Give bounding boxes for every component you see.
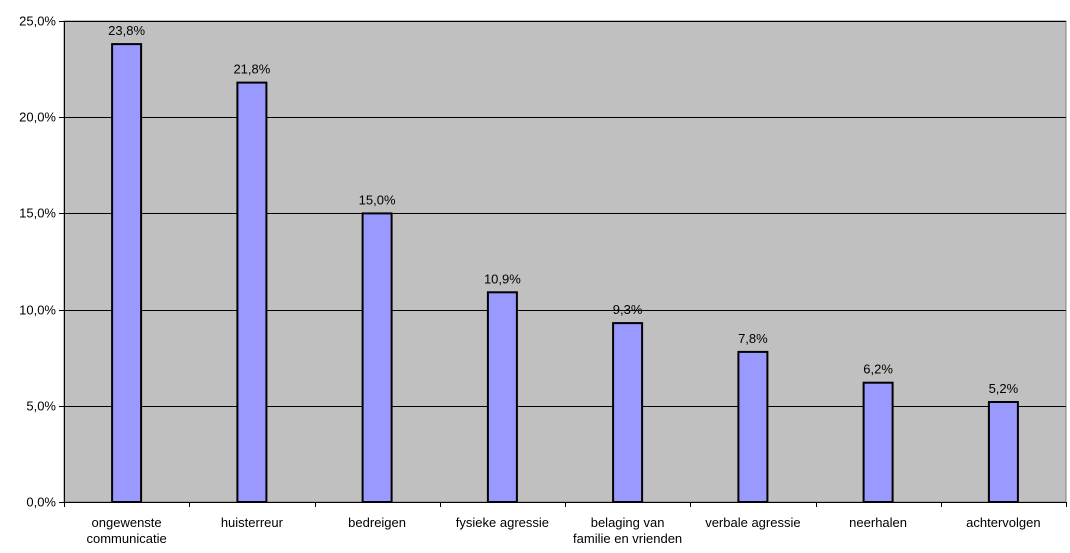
x-tick-label: huisterreur: [221, 515, 284, 530]
bar: [111, 43, 143, 503]
data-label: 5,2%: [989, 381, 1019, 396]
bar: [486, 291, 518, 503]
data-label: 9,3%: [613, 302, 643, 317]
x-tick-label: familie en vrienden: [573, 531, 682, 546]
data-labels: 23,8% 21,8% 15,0% 10,9% 9,3% 7,8% 6,2% 5,2%: [108, 23, 1018, 396]
bar: [862, 381, 894, 504]
data-label: 23,8%: [108, 23, 145, 38]
data-label: 7,8%: [738, 331, 768, 346]
bar: [987, 401, 1019, 503]
bar: [361, 212, 393, 503]
y-axis: 0,0% 5,0% 10,0% 15,0% 20,0% 25,0%: [19, 14, 65, 510]
bars: [111, 43, 1019, 504]
y-tick-label: 10,0%: [19, 303, 56, 318]
x-tick-label: bedreigen: [348, 515, 406, 530]
data-label: 21,8%: [233, 62, 270, 77]
data-label: 6,2%: [863, 362, 893, 377]
x-tick-label: verbale agressie: [705, 515, 800, 530]
y-tick-label: 15,0%: [19, 206, 56, 221]
y-tick-label: 0,0%: [26, 495, 56, 510]
plot-area: [63, 20, 1067, 503]
x-tick-label: fysieke agressie: [456, 515, 549, 530]
data-label: 10,9%: [484, 271, 521, 286]
bar: [612, 322, 644, 503]
bar: [737, 350, 769, 503]
data-label: 15,0%: [359, 192, 396, 207]
gridlines: [64, 21, 1066, 407]
x-tick-label: ongewenste: [92, 515, 162, 530]
y-tick-label: 20,0%: [19, 110, 56, 125]
x-tick-label: achtervolgen: [966, 515, 1040, 530]
y-tick-label: 5,0%: [26, 399, 56, 414]
bar: [236, 81, 268, 503]
y-tick-label: 25,0%: [19, 14, 56, 29]
x-tick-label: communicatie: [86, 531, 166, 546]
x-tick-label: neerhalen: [849, 515, 907, 530]
x-tick-label: belaging van: [591, 515, 665, 530]
